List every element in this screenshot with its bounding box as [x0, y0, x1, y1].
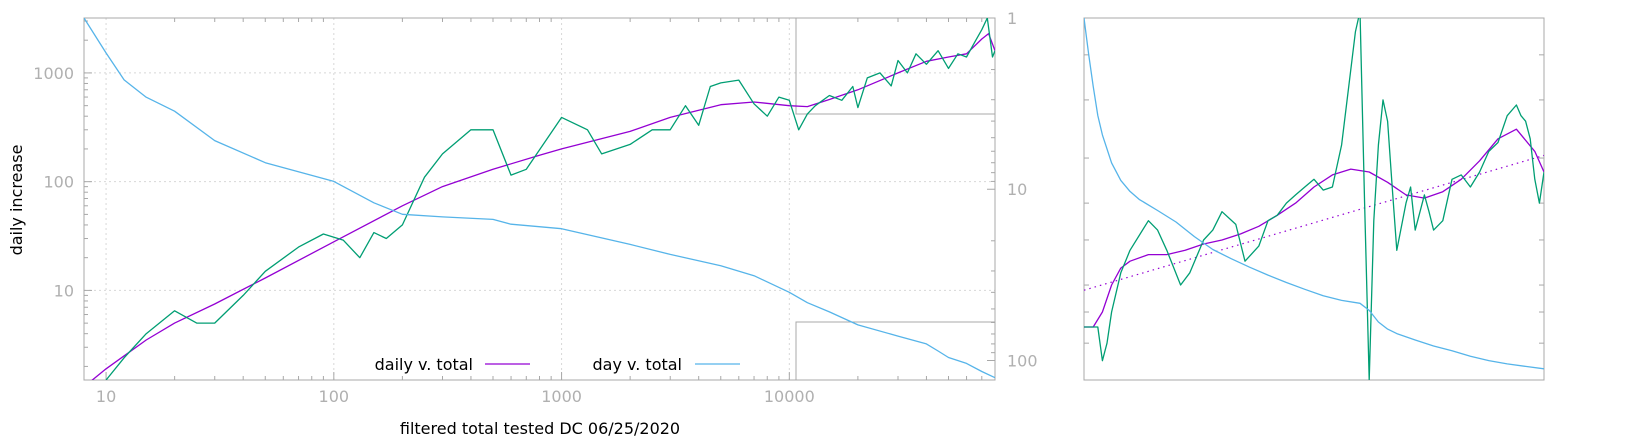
left-tick-labels: 10 100 1000 10000 10 100 1000 1 10 100	[33, 9, 1037, 406]
right-panel	[1083, 17, 1545, 381]
y-tick-label: 1000	[33, 64, 74, 83]
left-series	[84, 18, 995, 380]
inset-marker-bottom	[795, 321, 995, 380]
y-tick-label: 100	[43, 173, 74, 192]
y2-tick-label: 1	[1007, 9, 1017, 28]
right-smooth-line	[1084, 128, 1544, 328]
legend-label-daily: daily v. total	[375, 355, 473, 374]
right-day-line	[1084, 18, 1544, 370]
right-trend-line	[1084, 154, 1544, 291]
left-panel: 10 100 1000 10000 10 100 1000 1 10 100 daily incr…	[7, 9, 1038, 438]
day-v-total-line	[84, 18, 995, 379]
right-series	[1084, 18, 1544, 380]
inset-marker-top	[795, 18, 995, 115]
right-plot-frame	[1083, 17, 1545, 381]
x-tick-label: 10	[96, 387, 116, 406]
y-tick-label: 10	[54, 281, 74, 300]
x-tick-label: 1000	[541, 387, 582, 406]
legend: daily v. total day v. total	[375, 355, 740, 374]
legend-label-day: day v. total	[593, 355, 683, 374]
x-tick-label: 100	[319, 387, 350, 406]
right-ticks	[1084, 54, 1544, 344]
x-axis-title: filtered total tested DC 06/25/2020	[400, 419, 680, 438]
y2-tick-label: 100	[1007, 351, 1038, 370]
daily-raw-line	[105, 18, 995, 380]
right-raw-line	[1084, 18, 1544, 380]
daily-v-total-line	[91, 32, 995, 380]
y2-tick-label: 10	[1007, 180, 1027, 199]
x-tick-label: 10000	[764, 387, 815, 406]
y-axis-title: daily increase	[7, 145, 26, 256]
left-grid	[84, 18, 995, 380]
left-ticks	[84, 17, 996, 380]
